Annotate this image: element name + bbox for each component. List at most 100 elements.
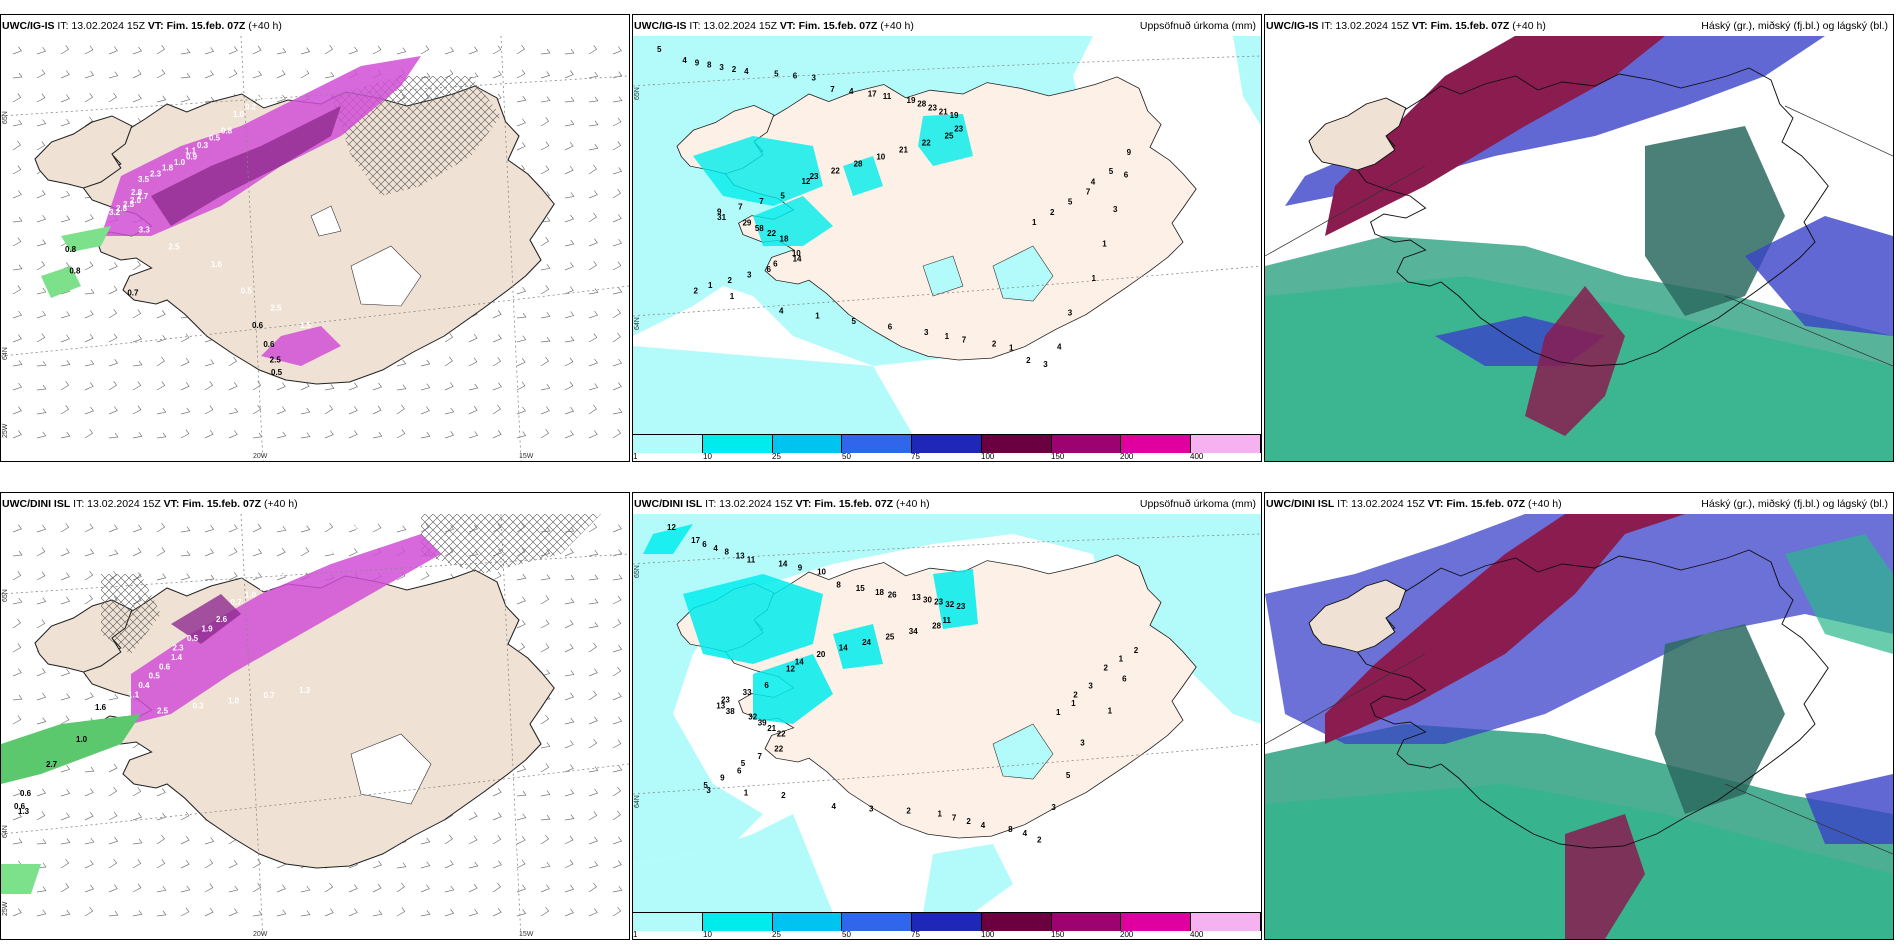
value-label: 1: [708, 281, 713, 290]
wind-barb: [204, 837, 215, 845]
wind-barb: [588, 908, 598, 917]
wind-barb: [60, 765, 71, 773]
wind-barb: [204, 883, 214, 893]
lead-time: (+40 h): [877, 20, 914, 32]
value-label: 2.3: [173, 643, 185, 652]
wind-barb: [60, 789, 71, 797]
wind-barb: [588, 358, 599, 367]
init-time: IT: 13.02.2024 15Z: [1334, 498, 1428, 510]
value-label: 15: [856, 584, 865, 593]
value-label: 4: [713, 544, 718, 553]
colorbar-cell: [1191, 435, 1262, 453]
wind-barb: [36, 431, 47, 439]
value-label: 4: [849, 87, 854, 96]
wind-barb: [36, 214, 47, 223]
valid-time: VT: Fim. 15.feb. 07Z: [1427, 498, 1526, 510]
value-label: 29: [742, 218, 751, 227]
wind-barb: [108, 763, 118, 773]
value-label: 2: [1104, 664, 1109, 673]
init-time: IT: 13.02.2024 15Z: [70, 498, 164, 510]
colorbar-cell: [842, 913, 913, 931]
value-label: 7: [1086, 188, 1091, 197]
wind-barb: [36, 668, 46, 677]
wind-barb: [60, 94, 70, 103]
wind-barb: [60, 572, 70, 581]
value-label: 32: [748, 713, 757, 722]
wind-barb: [588, 430, 598, 439]
value-label: 0.6: [263, 340, 275, 349]
value-label: 1: [1056, 708, 1061, 717]
wind-barb: [84, 788, 94, 797]
value-label: 0.5: [271, 368, 283, 377]
wind-barb: [36, 261, 46, 271]
wind-barb: [132, 859, 142, 869]
wind-barb: [180, 550, 191, 557]
wind-barb: [36, 384, 47, 391]
wind-barb: [132, 360, 143, 367]
value-label: 0.7: [264, 691, 276, 700]
map-svg: 65N 64N 25W 20W 15W 0.40.30.40.70.40.50.…: [1, 36, 629, 461]
wind-barb: [540, 643, 550, 653]
wind-barb: [180, 907, 190, 917]
wind-barb: [540, 264, 551, 271]
lat-label: 65N: [2, 589, 9, 602]
wind-barb: [36, 811, 46, 821]
wind-barb: [612, 358, 623, 367]
wind-barb: [444, 885, 455, 893]
wind-barb: [12, 571, 22, 581]
wind-barb: [84, 837, 95, 845]
value-label: 11: [747, 556, 756, 565]
wind-barb: [420, 884, 430, 893]
wind-barb: [564, 740, 574, 749]
value-label: 22: [777, 729, 786, 738]
wind-barb: [516, 44, 526, 55]
wind-barb: [324, 522, 334, 533]
wind-barb: [564, 262, 574, 271]
value-label: 18: [780, 235, 789, 244]
lead-time: (+40 h): [261, 498, 298, 510]
wind-barb: [156, 547, 166, 557]
panel-dini-precip: UWC/DINI ISL IT: 13.02.2024 15Z VT: Fim.…: [632, 492, 1262, 940]
value-label: 3: [812, 74, 817, 83]
wind-barb: [612, 96, 623, 103]
value-label: 0.5: [149, 672, 161, 681]
value-label: 0.7: [231, 598, 243, 607]
wind-barb: [420, 45, 430, 55]
wind-barb: [540, 574, 551, 581]
wind-barb: [84, 548, 95, 557]
wind-barb: [516, 335, 527, 343]
wind-barb: [444, 909, 455, 917]
wind-barb: [612, 188, 622, 199]
wind-barb: [36, 310, 47, 319]
wind-barb: [36, 408, 47, 415]
wind-barb: [420, 432, 431, 439]
wind-barb: [588, 788, 599, 797]
value-label: 1: [1102, 239, 1107, 248]
value-label: 7: [758, 752, 763, 761]
model-name: UWC/IG-IS: [1266, 20, 1319, 32]
wind-barb: [108, 359, 119, 367]
wind-barb: [492, 45, 502, 55]
wind-barb: [252, 883, 262, 893]
wind-barb: [612, 765, 623, 773]
wind-barb: [612, 549, 623, 557]
wind-barb: [60, 405, 70, 415]
value-label: 25: [945, 131, 954, 140]
wind-barb: [612, 645, 623, 653]
wind-barb: [132, 432, 143, 439]
wind-barb: [12, 360, 23, 367]
wind-barb: [612, 167, 623, 175]
value-label: 3: [1088, 681, 1093, 690]
panel-title: UWC/DINI ISL IT: 13.02.2024 15Z VT: Fim.…: [634, 498, 930, 510]
wind-barb: [132, 787, 142, 797]
wind-barb: [12, 430, 22, 439]
value-label: 3: [1043, 360, 1048, 369]
value-label: 0.5: [187, 634, 199, 643]
value-label: 25: [885, 632, 894, 641]
wind-barb: [228, 381, 238, 391]
wind-barb: [12, 310, 23, 319]
colorbar-cell: [842, 435, 913, 453]
value-label: 0.7: [297, 67, 309, 76]
colorbar-label: 75: [911, 452, 920, 461]
wind-barb: [588, 766, 599, 773]
